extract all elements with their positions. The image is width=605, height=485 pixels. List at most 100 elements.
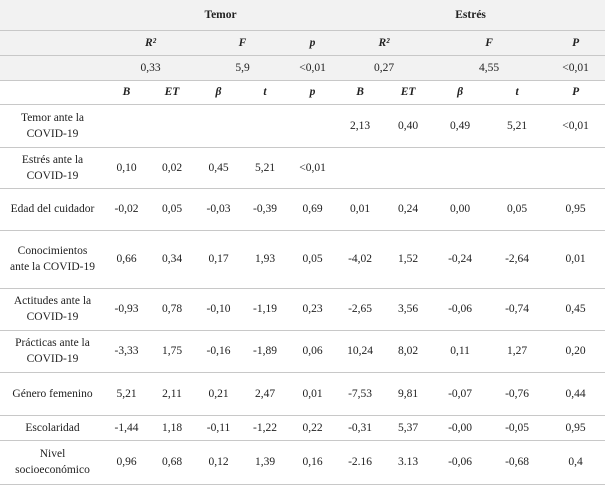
table-cell: R² bbox=[105, 30, 196, 56]
table-cell: ET bbox=[384, 80, 433, 105]
table-cell: Edad del cuidador bbox=[0, 188, 105, 231]
table-cell: 0,16 bbox=[289, 440, 337, 485]
table-cell: β bbox=[196, 80, 241, 105]
table-cell: p bbox=[289, 80, 337, 105]
table-cell: 5,21 bbox=[241, 147, 289, 189]
table-cell: P bbox=[546, 80, 605, 105]
table-cell: 0,95 bbox=[546, 188, 605, 231]
table-cell: -4,02 bbox=[336, 230, 385, 289]
table-cell: Estrés ante la COVID-19 bbox=[0, 147, 105, 189]
table-cell: B bbox=[336, 80, 385, 105]
table-cell: <0,01 bbox=[289, 147, 337, 189]
table-cell: F bbox=[432, 30, 547, 56]
table-cell: 10,24 bbox=[336, 330, 385, 373]
table-cell: 0,02 bbox=[148, 147, 196, 189]
table-cell: 0,01 bbox=[546, 230, 605, 289]
table-cell: 0,78 bbox=[148, 288, 196, 331]
table-cell bbox=[336, 147, 385, 189]
table-cell bbox=[432, 147, 489, 189]
table-row: Edad del cuidador -0,02 0,05 -0,03 -0,39 0,69… bbox=[0, 188, 605, 231]
table-cell: 0,00 bbox=[432, 188, 489, 231]
table-row: Estrés ante la COVID-19 0,10 0,02 0,45 5,21 <… bbox=[0, 147, 605, 189]
table-row: Género femenino 5,21 2,11 0,21 2,47 0,01 -7,53… bbox=[0, 372, 605, 416]
table-cell: -1,22 bbox=[241, 415, 289, 441]
table-cell: B bbox=[105, 80, 148, 105]
table-cell: -0,24 bbox=[432, 230, 489, 289]
table-cell bbox=[148, 104, 196, 148]
table-cell: 3.13 bbox=[384, 440, 433, 485]
table-cell: 0,95 bbox=[546, 415, 605, 441]
table-cell bbox=[0, 55, 105, 81]
table-cell: R² bbox=[336, 30, 433, 56]
table-cell: t bbox=[488, 80, 547, 105]
table-cell: -2,65 bbox=[336, 288, 385, 331]
table-cell: 3,56 bbox=[384, 288, 433, 331]
table-cell bbox=[289, 104, 337, 148]
table-cell: -3,33 bbox=[105, 330, 148, 373]
table-cell: Prácticas ante la COVID-19 bbox=[0, 330, 105, 373]
table-cell: -7,53 bbox=[336, 372, 385, 416]
table-cell: 0,68 bbox=[148, 440, 196, 485]
table-cell: 5,21 bbox=[488, 104, 547, 148]
table-cell: 0,05 bbox=[488, 188, 547, 231]
table-cell: 2,11 bbox=[148, 372, 196, 416]
table-cell: Temor ante la COVID-19 bbox=[0, 104, 105, 148]
table-cell: -0,11 bbox=[196, 415, 241, 441]
table-cell: 5,9 bbox=[196, 55, 289, 81]
table-cell: -0,02 bbox=[105, 188, 148, 231]
table-cell bbox=[105, 104, 148, 148]
table-cell: 1,18 bbox=[148, 415, 196, 441]
table-cell: 0,20 bbox=[546, 330, 605, 373]
table-cell: F bbox=[196, 30, 289, 56]
table-cell: 0,45 bbox=[546, 288, 605, 331]
table-cell: 8,02 bbox=[384, 330, 433, 373]
table-cell: -0,03 bbox=[196, 188, 241, 231]
table-cell: Escolaridad bbox=[0, 415, 105, 441]
table-cell: 0,23 bbox=[289, 288, 337, 331]
table-cell: 0,69 bbox=[289, 188, 337, 231]
table-cell: Estrés bbox=[336, 0, 605, 31]
table-cell: 0,66 bbox=[105, 230, 148, 289]
table-cell bbox=[0, 0, 105, 31]
table-cell: -0,00 bbox=[432, 415, 489, 441]
table-cell: Actitudes ante la COVID-19 bbox=[0, 288, 105, 331]
table-cell: 0,27 bbox=[336, 55, 433, 81]
table-cell: 0,96 bbox=[105, 440, 148, 485]
table-cell: 1,93 bbox=[241, 230, 289, 289]
table-cell: β bbox=[432, 80, 489, 105]
table-cell: ET bbox=[148, 80, 196, 105]
table-cell: Conocimientos ante la COVID-19 bbox=[0, 230, 105, 289]
table-cell: 0,01 bbox=[289, 372, 337, 416]
table-cell: 0,05 bbox=[148, 188, 196, 231]
table-cell: 0,24 bbox=[384, 188, 433, 231]
table-cell: -0,07 bbox=[432, 372, 489, 416]
table-cell: 0,17 bbox=[196, 230, 241, 289]
table-cell: -0,06 bbox=[432, 288, 489, 331]
table-cell: 0,45 bbox=[196, 147, 241, 189]
table-cell: -0,16 bbox=[196, 330, 241, 373]
table-row: Conocimientos ante la COVID-19 0,66 0,34 0,… bbox=[0, 230, 605, 289]
table-cell: -0,31 bbox=[336, 415, 385, 441]
table-cell: 0,49 bbox=[432, 104, 489, 148]
table-cell: -0,74 bbox=[488, 288, 547, 331]
table-cell: P bbox=[546, 30, 605, 56]
table-cell: -0,10 bbox=[196, 288, 241, 331]
table-cell: 0,40 bbox=[384, 104, 433, 148]
table-cell: 1,27 bbox=[488, 330, 547, 373]
table-cell bbox=[384, 147, 433, 189]
table-cell: 1,39 bbox=[241, 440, 289, 485]
table-cell: 5,37 bbox=[384, 415, 433, 441]
table-cell bbox=[546, 147, 605, 189]
table-cell: -0,68 bbox=[488, 440, 547, 485]
table-cell: 5,21 bbox=[105, 372, 148, 416]
table-row: Nivel socioeconómico 0,96 0,68 0,12 1,39 0,16… bbox=[0, 440, 605, 485]
table-row: 0,33 5,9 <0,01 0,27 4,55 <0,01 bbox=[0, 55, 605, 81]
table-cell: 0,01 bbox=[336, 188, 385, 231]
table-cell: -0,39 bbox=[241, 188, 289, 231]
table-cell: 4,55 bbox=[432, 55, 547, 81]
table-row: Temor Estrés bbox=[0, 0, 605, 31]
table-cell: 9,81 bbox=[384, 372, 433, 416]
